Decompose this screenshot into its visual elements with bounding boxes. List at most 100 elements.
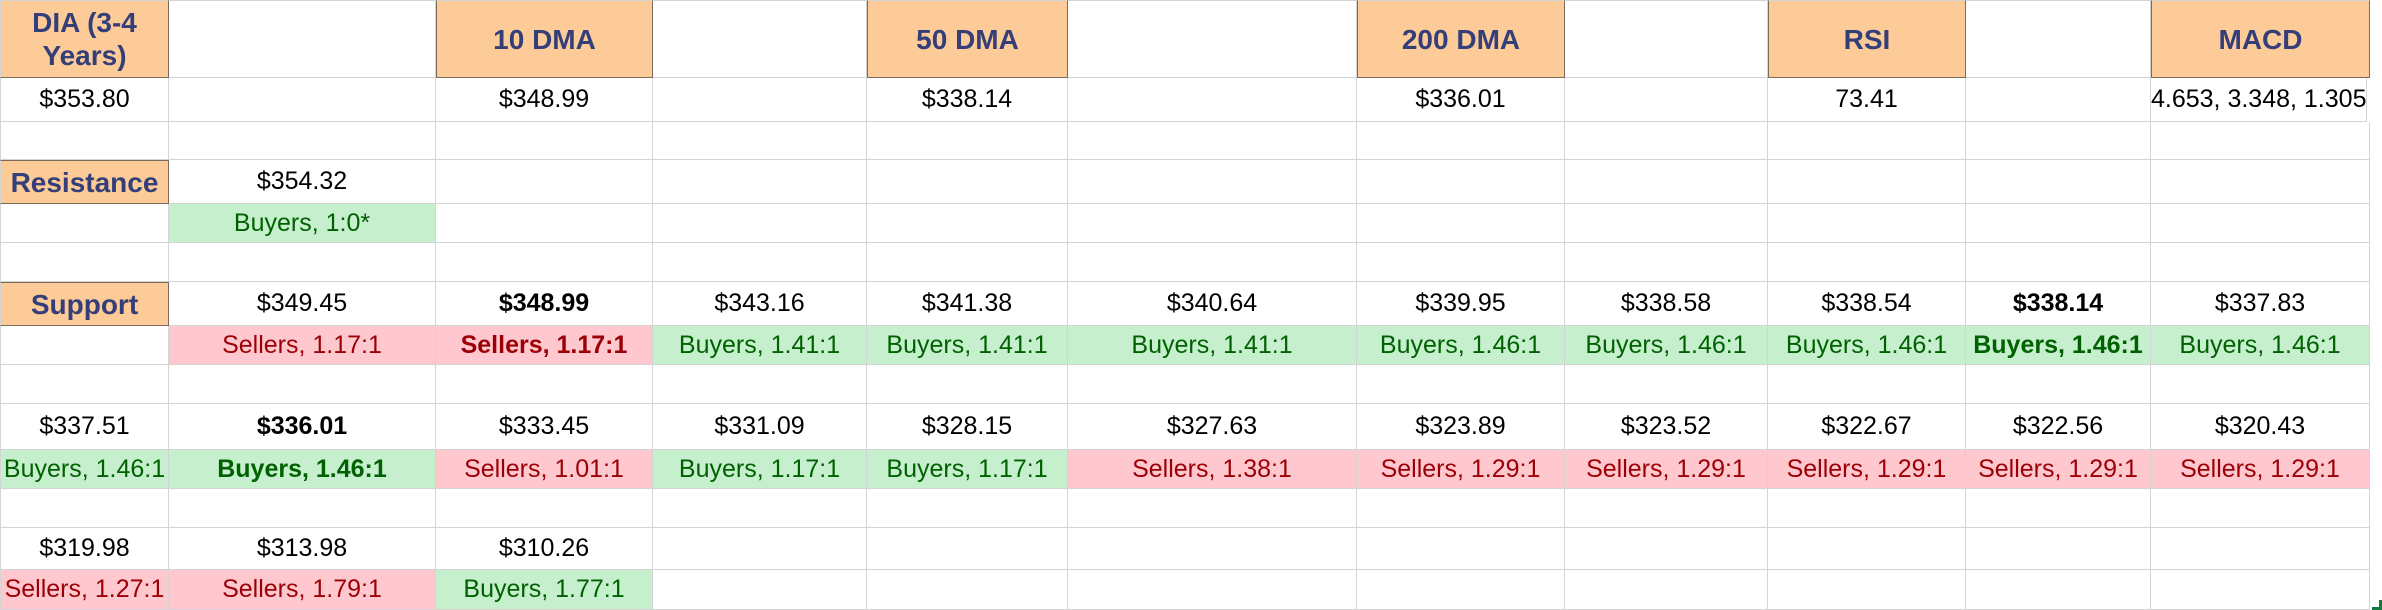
empty-cell[interactable] bbox=[653, 570, 867, 610]
empty-cell[interactable] bbox=[2151, 160, 2370, 204]
support-ratio[interactable]: Buyers, 1.46:1 bbox=[1565, 326, 1768, 365]
resistance-price[interactable]: $354.32 bbox=[169, 160, 436, 204]
support-price[interactable]: $338.14 bbox=[1966, 282, 2151, 326]
empty-cell[interactable] bbox=[653, 78, 867, 122]
empty-cell[interactable] bbox=[0, 204, 169, 243]
resistance-label[interactable]: Resistance bbox=[0, 160, 169, 204]
empty-cell[interactable] bbox=[1068, 78, 1357, 122]
empty-cell[interactable] bbox=[169, 0, 436, 78]
support-price[interactable]: $336.01 bbox=[169, 404, 436, 450]
support-ratio[interactable]: Sellers, 1.38:1 bbox=[1068, 450, 1357, 489]
support-price[interactable]: $349.45 bbox=[169, 282, 436, 326]
header-200-dma[interactable]: 200 DMA bbox=[1357, 0, 1565, 78]
empty-cell[interactable] bbox=[1565, 365, 1768, 404]
empty-cell[interactable] bbox=[2151, 489, 2370, 528]
empty-cell[interactable] bbox=[1768, 528, 1966, 570]
empty-cell[interactable] bbox=[1966, 365, 2151, 404]
empty-cell[interactable] bbox=[1068, 243, 1357, 282]
support-price[interactable]: $341.38 bbox=[867, 282, 1068, 326]
empty-cell[interactable] bbox=[1357, 204, 1565, 243]
support-price[interactable]: $337.83 bbox=[2151, 282, 2370, 326]
empty-cell[interactable] bbox=[0, 243, 169, 282]
support-price[interactable]: $310.26 bbox=[436, 528, 653, 570]
empty-cell[interactable] bbox=[1357, 489, 1565, 528]
support-price[interactable]: $340.64 bbox=[1068, 282, 1357, 326]
empty-cell[interactable] bbox=[1966, 160, 2151, 204]
empty-cell[interactable] bbox=[436, 489, 653, 528]
empty-cell[interactable] bbox=[867, 489, 1068, 528]
empty-cell[interactable] bbox=[436, 243, 653, 282]
support-ratio[interactable]: Sellers, 1.29:1 bbox=[1966, 450, 2151, 489]
empty-cell[interactable] bbox=[1966, 528, 2151, 570]
empty-cell[interactable] bbox=[0, 365, 169, 404]
empty-cell[interactable] bbox=[653, 243, 867, 282]
selection-handle-icon[interactable] bbox=[2372, 600, 2382, 610]
support-ratio[interactable]: Buyers, 1.46:1 bbox=[1357, 326, 1565, 365]
support-ratio[interactable]: Buyers, 1.46:1 bbox=[169, 450, 436, 489]
support-ratio[interactable]: Sellers, 1.01:1 bbox=[436, 450, 653, 489]
empty-cell[interactable] bbox=[653, 204, 867, 243]
empty-cell[interactable] bbox=[169, 365, 436, 404]
empty-cell[interactable] bbox=[1565, 0, 1768, 78]
empty-cell[interactable] bbox=[1966, 0, 2151, 78]
empty-cell[interactable] bbox=[1357, 160, 1565, 204]
support-price[interactable]: $339.95 bbox=[1357, 282, 1565, 326]
empty-cell[interactable] bbox=[1565, 78, 1768, 122]
support-ratio[interactable]: Sellers, 1.29:1 bbox=[1768, 450, 1966, 489]
support-ratio[interactable]: Buyers, 1.41:1 bbox=[653, 326, 867, 365]
support-price[interactable]: $320.43 bbox=[2151, 404, 2370, 450]
support-ratio[interactable]: Buyers, 1.17:1 bbox=[653, 450, 867, 489]
support-ratio[interactable]: Buyers, 1.46:1 bbox=[1966, 326, 2151, 365]
empty-cell[interactable] bbox=[867, 570, 1068, 610]
empty-cell[interactable] bbox=[0, 326, 169, 365]
empty-cell[interactable] bbox=[436, 160, 653, 204]
empty-cell[interactable] bbox=[1966, 243, 2151, 282]
support-price[interactable]: $343.16 bbox=[653, 282, 867, 326]
empty-cell[interactable] bbox=[1966, 122, 2151, 160]
empty-cell[interactable] bbox=[1068, 204, 1357, 243]
empty-cell[interactable] bbox=[1357, 122, 1565, 160]
empty-cell[interactable] bbox=[1068, 489, 1357, 528]
empty-cell[interactable] bbox=[653, 365, 867, 404]
empty-cell[interactable] bbox=[1768, 570, 1966, 610]
empty-cell[interactable] bbox=[1068, 365, 1357, 404]
support-price[interactable]: $338.54 bbox=[1768, 282, 1966, 326]
support-ratio[interactable]: Buyers, 1.46:1 bbox=[0, 450, 169, 489]
support-ratio[interactable]: Sellers, 1.29:1 bbox=[1565, 450, 1768, 489]
empty-cell[interactable] bbox=[1768, 160, 1966, 204]
header-macd[interactable]: MACD bbox=[2151, 0, 2370, 78]
empty-cell[interactable] bbox=[1768, 489, 1966, 528]
empty-cell[interactable] bbox=[653, 160, 867, 204]
empty-cell[interactable] bbox=[169, 489, 436, 528]
support-ratio[interactable]: Sellers, 1.27:1 bbox=[0, 570, 169, 610]
empty-cell[interactable] bbox=[1565, 122, 1768, 160]
empty-cell[interactable] bbox=[1565, 570, 1768, 610]
empty-cell[interactable] bbox=[1068, 122, 1357, 160]
empty-cell[interactable] bbox=[169, 122, 436, 160]
empty-cell[interactable] bbox=[1565, 204, 1768, 243]
empty-cell[interactable] bbox=[1966, 570, 2151, 610]
empty-cell[interactable] bbox=[2151, 243, 2370, 282]
value-10-dma[interactable]: $348.99 bbox=[436, 78, 653, 122]
empty-cell[interactable] bbox=[867, 365, 1068, 404]
empty-cell[interactable] bbox=[0, 489, 169, 528]
support-price[interactable]: $313.98 bbox=[169, 528, 436, 570]
support-price[interactable]: $327.63 bbox=[1068, 404, 1357, 450]
empty-cell[interactable] bbox=[1768, 365, 1966, 404]
support-price[interactable]: $338.58 bbox=[1565, 282, 1768, 326]
header-10-dma[interactable]: 10 DMA bbox=[436, 0, 653, 78]
empty-cell[interactable] bbox=[1068, 528, 1357, 570]
empty-cell[interactable] bbox=[436, 204, 653, 243]
support-ratio[interactable]: Sellers, 1.29:1 bbox=[2151, 450, 2370, 489]
empty-cell[interactable] bbox=[653, 489, 867, 528]
empty-cell[interactable] bbox=[867, 160, 1068, 204]
empty-cell[interactable] bbox=[0, 122, 169, 160]
empty-cell[interactable] bbox=[436, 122, 653, 160]
empty-cell[interactable] bbox=[653, 122, 867, 160]
support-ratio[interactable]: Sellers, 1.17:1 bbox=[436, 326, 653, 365]
empty-cell[interactable] bbox=[2151, 365, 2370, 404]
support-ratio[interactable]: Buyers, 1.77:1 bbox=[436, 570, 653, 610]
support-price[interactable]: $323.52 bbox=[1565, 404, 1768, 450]
empty-cell[interactable] bbox=[1768, 204, 1966, 243]
support-ratio[interactable]: Buyers, 1.46:1 bbox=[1768, 326, 1966, 365]
